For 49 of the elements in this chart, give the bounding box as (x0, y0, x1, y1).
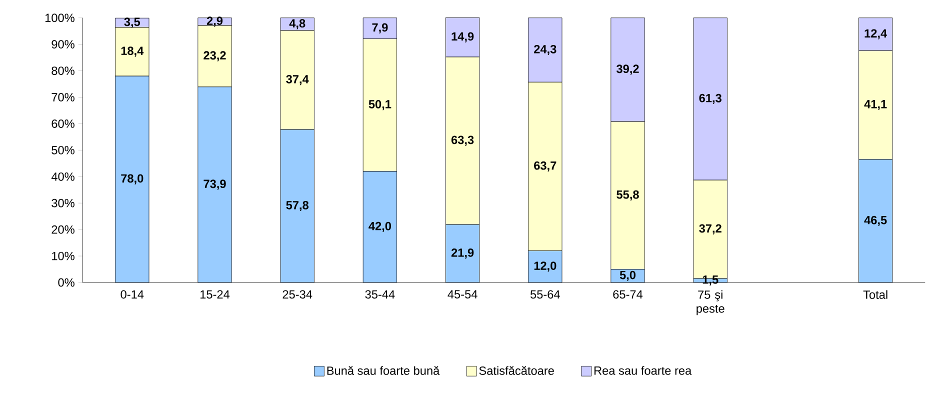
x-tick-label: 35-44 (365, 290, 395, 298)
legend-label: Satisfăcătoare (479, 366, 554, 375)
y-tick-label: 90% (52, 40, 74, 48)
data-label: 12,0 (534, 261, 556, 272)
data-label: 41,1 (864, 100, 887, 110)
x-tick-label: 45-54 (448, 290, 478, 298)
data-label: 2,9 (206, 16, 223, 26)
y-tick-label: 80% (52, 66, 74, 75)
data-label: 61,3 (699, 94, 722, 104)
data-label: 3,5 (124, 17, 140, 28)
data-label: 73,9 (204, 179, 226, 190)
x-tick-label: 25-34 (282, 290, 312, 298)
x-tick-label: 15-24 (200, 290, 230, 298)
data-label: 37,2 (699, 224, 722, 234)
data-label: 63,3 (451, 135, 474, 146)
data-label: 63,7 (534, 161, 556, 172)
data-label: 23,2 (204, 50, 226, 62)
data-label: 12,4 (864, 28, 888, 40)
x-tick-label: 65-74 (613, 290, 643, 298)
data-label: 42,0 (368, 222, 391, 232)
data-label: 18,4 (121, 46, 144, 57)
y-tick-label: 20% (52, 225, 74, 234)
data-label: 21,9 (451, 248, 474, 258)
data-label: 46,5 (864, 216, 887, 226)
x-tick-label: 55-64 (530, 290, 560, 298)
data-label: 14,9 (452, 32, 474, 42)
data-label: 37,4 (286, 74, 309, 85)
y-tick-label: 60% (52, 119, 74, 128)
y-tick-label: 10% (52, 252, 74, 260)
data-label: 50,1 (368, 100, 392, 110)
y-tick-label: 70% (52, 92, 74, 102)
x-tick-label: Total (863, 290, 888, 299)
y-tick-label: 50% (52, 146, 74, 154)
data-label: 55,8 (616, 190, 639, 200)
data-label: 7,9 (372, 23, 388, 34)
y-tick-label: 30% (52, 198, 74, 208)
data-label: 4,8 (289, 18, 306, 30)
x-tick-label: 0-14 (120, 290, 144, 298)
data-label: 57,8 (286, 200, 309, 211)
x-tick-label: 75 şi peste (696, 290, 724, 315)
y-tick-label: 40% (51, 172, 74, 181)
y-tick-label: 100% (45, 13, 74, 22)
data-label: 78,0 (121, 174, 144, 184)
legend-label: Rea sau foarte rea (594, 366, 692, 375)
y-tick-label: 0% (58, 278, 74, 286)
data-label: 24,3 (534, 44, 556, 55)
data-label: 39,2 (616, 64, 639, 75)
legend-label: Bună sau foarte bună (327, 366, 440, 375)
data-label: 5,0 (620, 270, 636, 281)
